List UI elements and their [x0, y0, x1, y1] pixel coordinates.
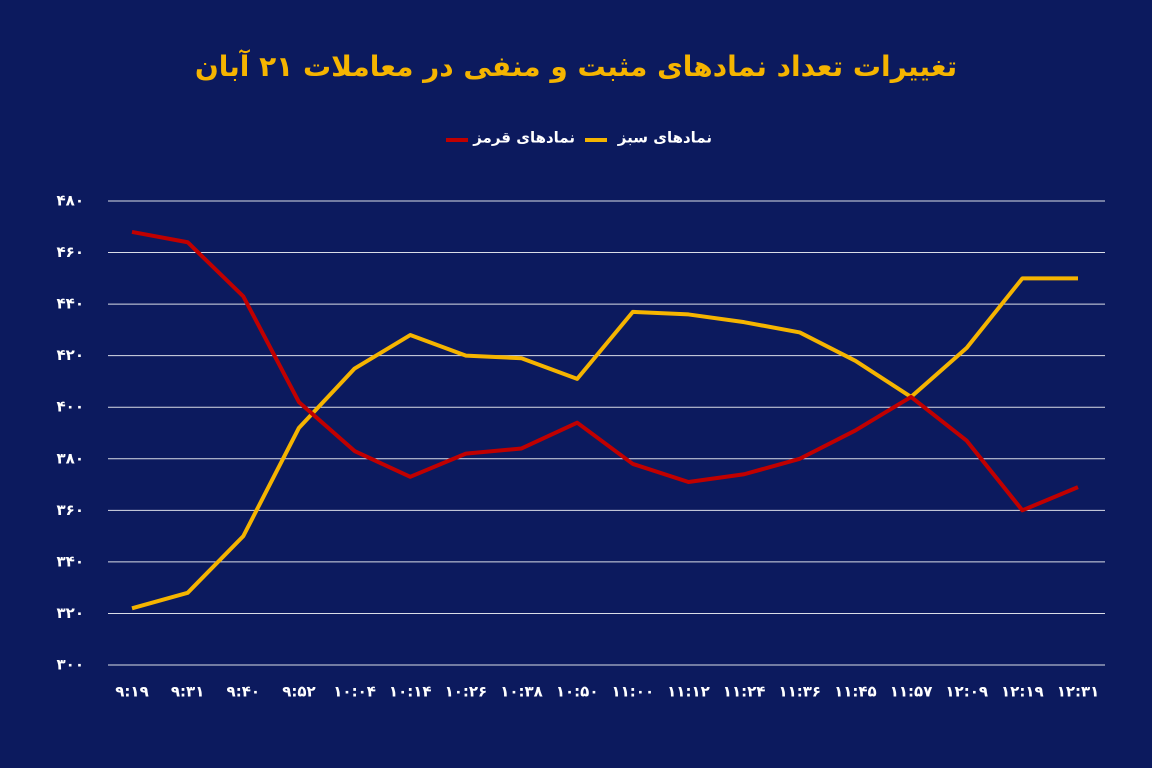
- x-tick-label: ۱۰:۰۴: [333, 683, 376, 701]
- y-tick-label: ۴۸۰: [57, 192, 84, 210]
- x-tick-label: ۱۱:۲۴: [723, 683, 766, 701]
- y-tick-label: ۴۲۰: [57, 346, 84, 364]
- legend-label: نمادهای سبز: [617, 129, 712, 147]
- y-tick-label: ۳۸۰: [57, 449, 84, 467]
- series-line: [131, 229, 1079, 513]
- x-tick-label: ۱۰:۱۴: [389, 683, 432, 701]
- x-tick-label: ۹:۳۱: [171, 683, 204, 701]
- x-tick-label: ۱۱:۵۷: [890, 683, 933, 701]
- legend-label: نمادهای قرمز: [472, 129, 575, 147]
- y-tick-label: ۳۰۰: [57, 656, 84, 674]
- y-tick-label: ۳۲۰: [57, 604, 84, 622]
- chart-title: تغییرات تعداد نمادهای مثبت و منفی در معا…: [195, 49, 957, 83]
- series-line: [131, 276, 1078, 611]
- x-tick-label: ۱۰:۵۰: [556, 683, 599, 701]
- x-tick-label: ۹:۴۰: [227, 683, 260, 701]
- x-tick-label: ۱۱:۳۶: [778, 683, 821, 701]
- y-tick-label: ۳۴۰: [57, 552, 84, 570]
- y-tick-label: ۳۶۰: [57, 501, 84, 519]
- x-tick-label: ۱۱:۱۲: [667, 683, 710, 701]
- x-tick-label: ۱۲:۱۹: [1001, 683, 1044, 701]
- x-tick-label: ۱۰:۳۸: [500, 683, 543, 701]
- x-tick-label: ۹:۵۲: [282, 683, 315, 701]
- x-tick-label: ۹:۱۹: [115, 683, 148, 701]
- x-tick-label: ۱۲:۰۹: [945, 683, 988, 701]
- x-tick-label: ۱۱:۴۵: [834, 683, 877, 701]
- x-tick-label: ۱۲:۳۱: [1057, 683, 1100, 701]
- y-tick-label: ۴۰۰: [57, 398, 84, 416]
- y-tick-label: ۴۶۰: [57, 243, 84, 261]
- y-tick-label: ۴۴۰: [57, 295, 84, 313]
- x-tick-label: ۱۱:۰۰: [612, 683, 655, 701]
- x-tick-label: ۱۰:۲۶: [445, 683, 488, 701]
